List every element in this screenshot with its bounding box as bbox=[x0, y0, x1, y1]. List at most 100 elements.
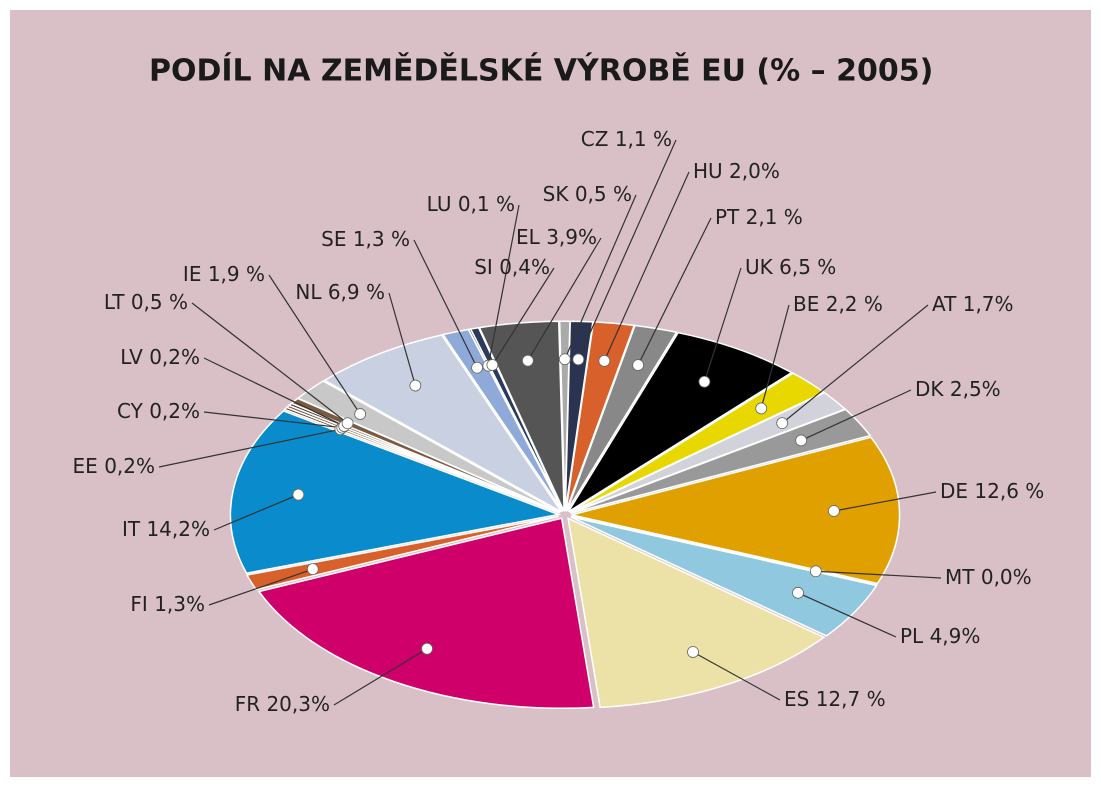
label-dot bbox=[598, 354, 611, 367]
slice-name: CZ bbox=[581, 127, 609, 151]
slice-label: AT 1,7% bbox=[932, 292, 1014, 316]
slice-name: AT bbox=[932, 292, 957, 316]
leader-line bbox=[487, 204, 520, 366]
slice-value: 2,2 % bbox=[826, 292, 883, 316]
slice-label: EE 0,2% bbox=[73, 454, 155, 478]
leader-line bbox=[191, 302, 348, 424]
pie-slice bbox=[570, 516, 878, 637]
slice-value: 4,9% bbox=[930, 624, 981, 648]
label-dot bbox=[292, 488, 305, 501]
slice-label: CZ 1,1 % bbox=[581, 127, 672, 151]
slice-label: MT 0,0% bbox=[945, 565, 1032, 589]
slice-value: 0,5 % bbox=[575, 182, 632, 206]
slice-label: EL 3,9% bbox=[516, 225, 597, 249]
slice-value: 1,9 % bbox=[208, 262, 265, 286]
leader-line bbox=[781, 304, 929, 424]
slice-name: LT bbox=[104, 290, 125, 314]
slice-label: UK 6,5 % bbox=[745, 255, 836, 279]
pie-slice bbox=[567, 517, 826, 709]
label-dot bbox=[755, 402, 768, 415]
labels: IT 14,2%EE 0,2%CY 0,2%LV 0,2%LT 0,5 %IE … bbox=[73, 127, 1045, 716]
slice-value: 2,1 % bbox=[746, 205, 803, 229]
slice-value: 0,2% bbox=[104, 454, 155, 478]
slice-label: IE 1,9 % bbox=[183, 262, 265, 286]
label-dot bbox=[521, 354, 534, 367]
slice-value: 1,3% bbox=[154, 592, 205, 616]
slice-name: UK bbox=[745, 255, 774, 279]
slice-label: DK 2,5% bbox=[915, 377, 1001, 401]
slice-label: ES 12,7 % bbox=[784, 687, 886, 711]
slice-name: CY bbox=[117, 399, 144, 423]
slice-label: PT 2,1 % bbox=[715, 205, 803, 229]
slice-name: PT bbox=[715, 205, 740, 229]
slice-name: LV bbox=[120, 345, 143, 369]
label-dot bbox=[827, 505, 840, 517]
slice-name: PL bbox=[900, 624, 924, 648]
slice-label: CY 0,2% bbox=[117, 399, 200, 423]
label-dot bbox=[471, 361, 483, 374]
slice-label: LT 0,5 % bbox=[104, 290, 188, 314]
slice-value: 12,7 % bbox=[816, 687, 886, 711]
pie-slice bbox=[245, 515, 560, 591]
pie-slice bbox=[565, 321, 636, 512]
slice-name: NL bbox=[295, 280, 322, 304]
pie-slice bbox=[567, 331, 794, 513]
slice-value: 0,2% bbox=[149, 399, 200, 423]
slice-name: FR bbox=[235, 692, 261, 716]
label-dot bbox=[792, 586, 804, 599]
slice-name: FI bbox=[130, 592, 147, 616]
slice-label: FI 1,3% bbox=[130, 592, 205, 616]
slice-label: PL 4,9% bbox=[900, 624, 980, 648]
leader-line bbox=[603, 171, 690, 362]
leader-line bbox=[203, 411, 343, 429]
slice-name: DE bbox=[940, 479, 968, 503]
slice-name: ES bbox=[784, 687, 809, 711]
slice-name: SK bbox=[543, 182, 570, 206]
slice-value: 6,5 % bbox=[779, 255, 836, 279]
label-dot bbox=[486, 359, 499, 371]
slice-name: IE bbox=[183, 262, 202, 286]
slice-label: LU 0,1 % bbox=[427, 192, 515, 216]
slice-value: 2,0% bbox=[729, 159, 780, 183]
slice-name: EE bbox=[73, 454, 98, 478]
leader-line bbox=[637, 217, 712, 366]
slice-value: 3,9% bbox=[546, 225, 597, 249]
leader-line bbox=[692, 651, 781, 701]
label-dot bbox=[795, 434, 808, 447]
slice-name: SE bbox=[321, 227, 346, 251]
slice-value: 0,5 % bbox=[131, 290, 188, 314]
slice-value: 1,1 % bbox=[615, 127, 672, 151]
slice-value: 0,2% bbox=[149, 345, 200, 369]
leader-line bbox=[213, 494, 299, 531]
leader-line bbox=[203, 357, 345, 427]
leader-line bbox=[333, 648, 428, 706]
leader-line bbox=[800, 389, 912, 441]
slice-value: 0,1 % bbox=[458, 192, 515, 216]
leader-line bbox=[564, 194, 637, 360]
slice-name: EL bbox=[516, 225, 541, 249]
slice-value: 0,0% bbox=[981, 565, 1032, 589]
label-dot bbox=[687, 646, 699, 658]
slice-value: 2,5% bbox=[950, 377, 1001, 401]
leader-line bbox=[527, 237, 602, 362]
slice-value: 1,3 % bbox=[353, 227, 410, 251]
label-dot bbox=[698, 375, 711, 388]
label-dot bbox=[809, 565, 822, 578]
slice-label: BE 2,2 % bbox=[793, 292, 883, 316]
slice-value: 12,6 % bbox=[974, 479, 1044, 503]
slice-name: HU bbox=[693, 159, 723, 183]
leader-line bbox=[268, 274, 361, 415]
label-dot bbox=[572, 353, 585, 366]
label-dot bbox=[558, 353, 571, 366]
slice-label: IT 14,2% bbox=[122, 517, 210, 541]
slice-label: NL 6,9 % bbox=[295, 280, 385, 304]
slice-value: 1,7% bbox=[963, 292, 1014, 316]
leader-line bbox=[797, 592, 897, 638]
slice-name: BE bbox=[793, 292, 819, 316]
leader-line bbox=[208, 568, 313, 606]
slice-name: IT bbox=[122, 517, 141, 541]
slice-name: DK bbox=[915, 377, 944, 401]
slice-label: SI 0,4% bbox=[474, 255, 550, 279]
pie-slice bbox=[229, 410, 562, 575]
